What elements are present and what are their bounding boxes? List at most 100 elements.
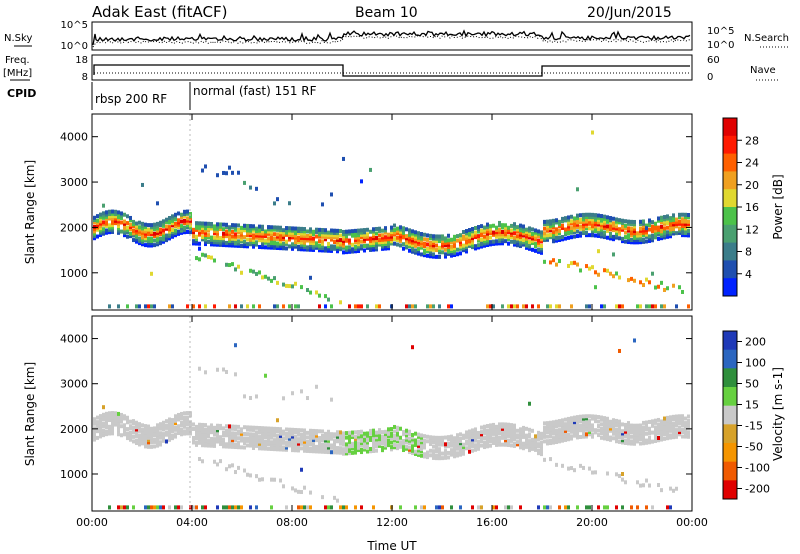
data-cell [291,441,294,446]
data-cell [666,433,669,438]
data-cell [210,224,213,229]
data-cell [255,228,258,233]
data-cell [270,442,273,447]
data-cell [186,220,189,225]
data-cell [273,440,276,445]
data-cell [258,446,261,451]
data-cell [417,448,420,453]
data-cell [375,432,378,437]
data-cell [654,304,657,309]
data-cell [435,444,438,449]
data-cell [174,418,177,423]
data-cell [141,441,144,446]
data-cell [255,441,258,446]
data-cell [579,463,582,468]
data-cell [267,231,270,236]
data-cell [483,429,486,434]
data-cell [126,418,129,423]
data-cell [435,505,438,510]
data-cell [183,221,186,226]
data-cell [549,219,552,224]
data-cell [258,430,261,435]
data-cell [498,431,501,436]
data-cell [579,416,582,421]
data-cell [174,434,177,439]
data-cell [570,434,573,439]
data-cell [381,439,384,444]
data-cell [636,423,639,428]
data-cell [297,489,300,494]
data-cell [546,221,549,226]
data-cell [438,234,441,239]
data-cell [609,426,612,431]
data-cell [612,427,615,432]
data-cell [564,431,567,436]
data-cell [126,227,129,232]
data-cell [558,434,561,439]
data-cell [156,432,159,437]
data-cell [324,228,327,233]
data-cell [546,235,549,240]
data-cell [264,238,267,243]
data-cell [213,425,216,430]
data-cell [315,447,318,452]
data-cell [117,423,120,428]
data-cell [369,229,372,234]
data-cell [441,245,444,250]
data-cell [564,424,567,429]
data-cell [663,416,666,421]
data-cell [489,423,492,428]
data-cell [399,426,402,431]
data-cell [444,247,447,252]
data-cell [345,442,348,447]
data-cell [609,437,612,442]
data-cell [423,440,426,445]
data-cell [249,434,252,439]
data-cell [666,418,669,423]
data-cell [213,439,216,444]
data-cell [456,238,459,243]
data-cell [123,416,126,421]
data-cell [348,229,351,234]
data-cell [396,430,399,435]
data-cell [204,235,207,240]
data-cell [633,233,636,238]
data-cell [162,232,165,237]
data-cell [363,228,366,233]
data-cell [405,240,408,245]
data-cell [237,431,240,436]
data-cell [450,240,453,245]
data-cell [525,438,528,443]
data-cell [291,242,294,247]
data-cell [546,439,549,444]
data-cell [300,505,303,510]
data-cell [396,242,399,247]
data-cell [627,427,630,432]
data-cell [225,444,228,449]
data-cell [159,227,162,232]
data-cell [336,242,339,247]
data-cell [423,505,426,510]
data-cell [519,230,522,235]
data-cell [231,431,234,436]
data-cell [381,445,384,450]
data-cell [495,239,498,244]
data-cell [363,243,366,248]
data-cell [261,275,264,280]
data-cell [243,244,246,249]
data-cell [480,233,483,238]
data-cell [393,230,396,235]
data-cell [336,439,339,444]
data-cell [519,237,522,242]
data-cell [669,505,672,510]
data-cell [438,438,441,443]
data-cell [387,440,390,445]
data-cell [192,234,195,239]
data-cell [660,224,663,229]
data-cell [210,237,213,242]
data-cell [231,229,234,234]
data-cell [201,427,204,432]
data-cell [447,444,450,449]
data-cell [108,216,111,221]
data-cell [444,236,447,241]
